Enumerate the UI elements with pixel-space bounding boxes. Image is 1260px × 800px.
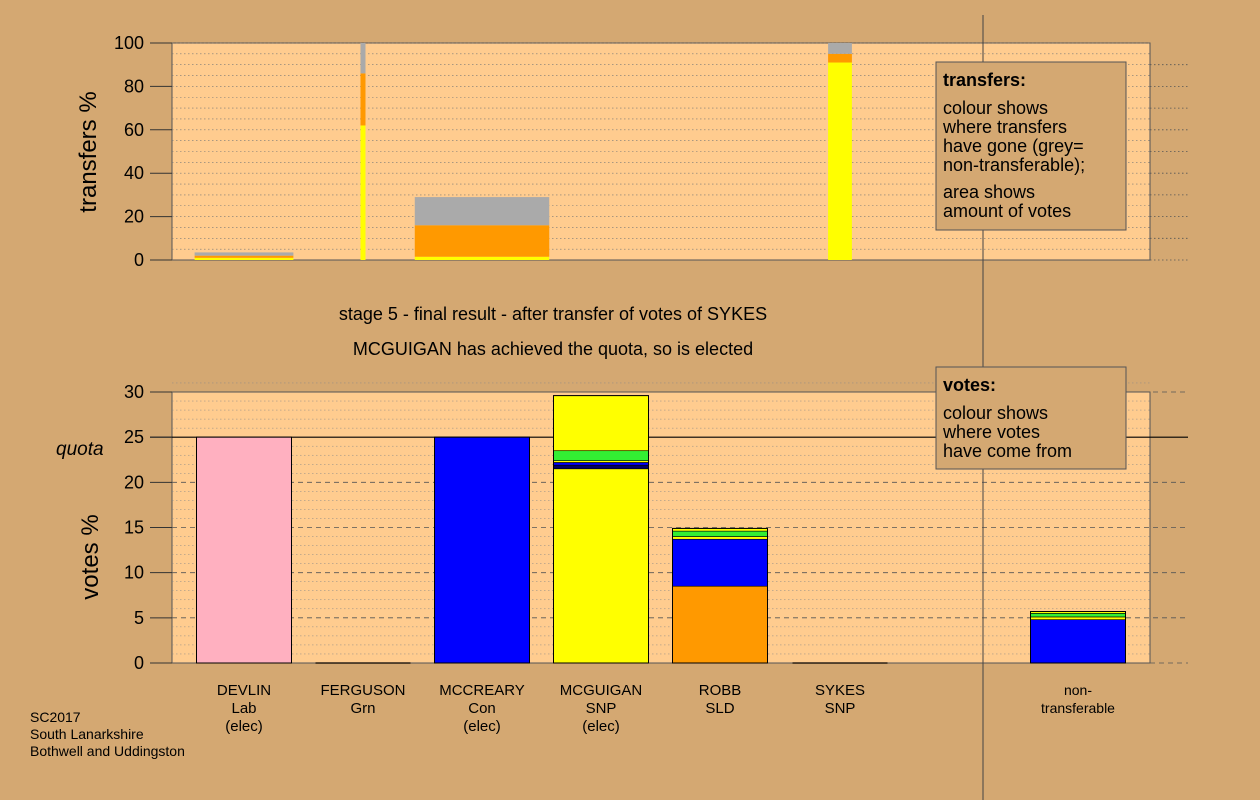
transfer-segment (828, 62, 852, 260)
transfers-grid (172, 42, 1188, 261)
candidate-label: (elec) (582, 718, 620, 735)
vote-segment (196, 436, 292, 664)
transfers-legend-line: have gone (grey= (943, 136, 1084, 156)
transfers-legend-line: non-transferable); (943, 155, 1085, 175)
transfer-segment (414, 225, 550, 257)
y-tick-label: 5 (134, 608, 144, 628)
vote-segment (434, 436, 530, 664)
quota-label: quota (56, 439, 104, 460)
bar-outline (553, 395, 649, 664)
vote-segment (672, 530, 768, 537)
candidate-label: Con (468, 700, 496, 717)
bar-outline (672, 527, 768, 664)
transfer-segment (360, 125, 366, 261)
votes-legend-line: colour shows (943, 403, 1048, 423)
votes-y-axis-label: votes % (77, 514, 104, 599)
vote-segment (553, 450, 649, 461)
candidate-label: (elec) (463, 718, 501, 735)
candidate-label: SNP (825, 700, 856, 717)
vote-segment (672, 585, 768, 664)
transfer-segment (360, 43, 366, 74)
candidate-label: SLD (705, 700, 734, 717)
candidate-label: MCGUIGAN (560, 682, 643, 699)
vote-segment (672, 538, 768, 587)
transfers-y-axis-label: transfers % (75, 91, 102, 212)
candidate-label: SYKES (815, 682, 865, 699)
transfer-segment (828, 53, 852, 63)
votes-legend: votes: colour shows where votes have com… (935, 366, 1127, 470)
bar-outline (196, 436, 292, 664)
transfer-segment (414, 197, 550, 226)
candidate-label: ROBB (699, 682, 742, 699)
transfers-legend-line: colour shows (943, 98, 1048, 118)
transfer-segment (194, 257, 294, 260)
transfers-legend-line: area shows (943, 182, 1035, 202)
vote-segment (553, 395, 649, 452)
candidate-label: (elec) (225, 718, 263, 735)
candidate-label: Lab (231, 700, 256, 717)
transfers-y-axis: 0 20 40 60 80 100 (114, 33, 172, 270)
transfers-bars (194, 43, 852, 261)
transfer-segment (414, 256, 550, 260)
y-tick-label: 20 (124, 472, 144, 492)
transfers-legend-title: transfers: (943, 70, 1026, 90)
transfer-segment (194, 252, 294, 256)
y-tick-label: 40 (124, 163, 144, 183)
bar-outline (1030, 611, 1126, 664)
y-tick-label: 100 (114, 33, 144, 53)
transfer-segment (194, 255, 294, 258)
vote-segment (553, 462, 649, 466)
vote-segment (1030, 619, 1126, 664)
votes-legend-line: where votes (942, 422, 1040, 442)
y-tick-label: 20 (124, 207, 144, 227)
vote-segment (1030, 616, 1126, 620)
votes-bars (196, 395, 1126, 664)
vote-segment (672, 536, 768, 540)
votes-legend-title: votes: (943, 375, 996, 395)
stage-caption: stage 5 - final result - after transfer … (339, 304, 767, 324)
y-tick-label: 30 (124, 382, 144, 402)
y-tick-label: 80 (124, 76, 144, 96)
y-tick-label: 0 (134, 250, 144, 270)
vote-segment (1030, 613, 1126, 618)
candidate-label: FERGUSON (320, 682, 405, 699)
transfers-legend-line: amount of votes (943, 201, 1071, 221)
candidate-label: DEVLIN (217, 682, 271, 699)
transfer-segment (360, 73, 366, 126)
y-tick-label: 25 (124, 427, 144, 447)
footer-council: South Lanarkshire (30, 726, 144, 742)
footer-election: SC2017 (30, 709, 81, 725)
transfer-segment (828, 43, 852, 54)
candidate-labels: DEVLINLab(elec)FERGUSONGrnMCCREARYCon(el… (217, 682, 1115, 735)
candidate-label: MCCREARY (439, 682, 525, 699)
vote-segment (553, 468, 649, 664)
transfers-legend: transfers: colour shows where transfers … (935, 61, 1127, 231)
footer-ward: Bothwell and Uddingston (30, 743, 185, 759)
bar-outline (434, 436, 530, 664)
candidate-label: transferable (1041, 700, 1115, 716)
y-tick-label: 15 (124, 518, 144, 538)
result-caption: MCGUIGAN has achieved the quota, so is e… (353, 339, 753, 359)
y-tick-label: 10 (124, 563, 144, 583)
votes-legend-line: have come from (943, 441, 1072, 461)
candidate-label: Grn (350, 700, 375, 717)
candidate-label: SNP (586, 700, 617, 717)
candidate-label: non- (1064, 682, 1092, 698)
y-tick-label: 0 (134, 653, 144, 673)
vote-segment (553, 464, 649, 470)
y-tick-label: 60 (124, 120, 144, 140)
transfers-legend-line: where transfers (942, 117, 1067, 137)
votes-y-axis: 0 5 10 15 20 25 30 (124, 382, 172, 673)
